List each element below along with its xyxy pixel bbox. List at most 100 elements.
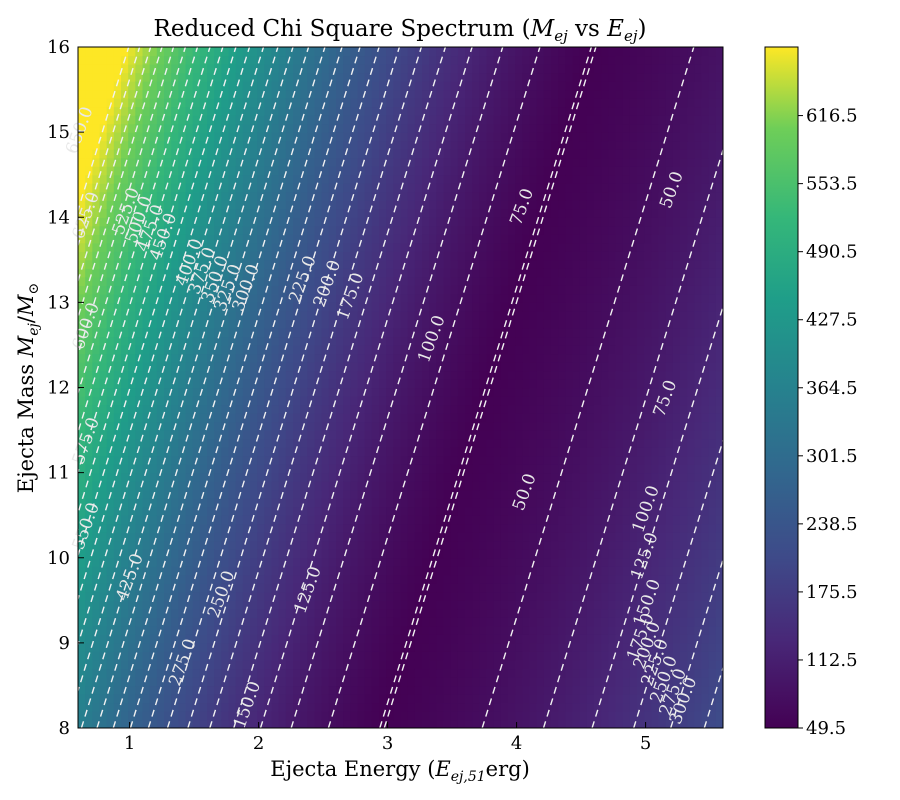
heatmap-cell [414, 140, 423, 150]
heatmap-cell [121, 234, 129, 244]
heatmap-cell [321, 523, 330, 533]
heatmap-cell [343, 140, 351, 150]
heatmap-cell [307, 166, 316, 176]
heatmap-cell [457, 327, 466, 338]
heatmap-cell [207, 319, 215, 329]
heatmap-cell [199, 81, 208, 91]
heatmap-cell [343, 242, 351, 252]
heatmap-cell [414, 455, 423, 465]
heatmap-cell [422, 702, 430, 712]
heatmap-cell [185, 81, 194, 91]
heatmap-cell [450, 157, 459, 167]
heatmap-cell [207, 617, 215, 627]
heatmap-cell [350, 413, 359, 423]
heatmap-cell [250, 115, 258, 125]
heatmap-cell [156, 72, 165, 82]
heatmap-cell [414, 98, 423, 108]
heatmap-cell [293, 387, 301, 397]
heatmap-cell [364, 174, 373, 184]
heatmap-cell [285, 361, 294, 372]
heatmap-cell [271, 319, 280, 329]
heatmap-cell [214, 693, 222, 704]
heatmap-cell [235, 115, 244, 125]
heatmap-cell [450, 421, 459, 431]
heatmap-cell [386, 600, 394, 610]
heatmap-cell [336, 336, 344, 346]
heatmap-cell [235, 515, 244, 525]
heatmap-cell [407, 396, 416, 406]
heatmap-cell [257, 523, 265, 533]
heatmap-cell [128, 285, 136, 295]
heatmap-cell [285, 123, 294, 133]
heatmap-cell [357, 302, 366, 312]
heatmap-cell [156, 549, 165, 559]
heatmap-cell [171, 81, 179, 91]
heatmap-cell [350, 464, 359, 474]
heatmap-cell [214, 268, 222, 278]
heatmap-cell [393, 55, 402, 65]
heatmap-cell [235, 174, 244, 184]
heatmap-cell [328, 506, 337, 516]
heatmap-cell [414, 651, 423, 661]
heatmap-cell [422, 438, 430, 448]
heatmap-cell [515, 157, 523, 167]
heatmap-cell [171, 608, 179, 618]
heatmap-cell [393, 234, 402, 244]
heatmap-cell [422, 583, 430, 593]
heatmap-cell [486, 549, 495, 559]
heatmap-cell [400, 302, 409, 312]
heatmap-cell [522, 532, 531, 542]
heatmap-cell [278, 591, 287, 601]
heatmap-cell [336, 642, 344, 652]
heatmap-cell [271, 566, 280, 576]
heatmap-cell [85, 498, 93, 508]
heatmap-cell [386, 174, 394, 184]
heatmap-cell [178, 421, 187, 431]
heatmap-cell [214, 702, 222, 712]
heatmap-cell [479, 617, 488, 627]
heatmap-cell [486, 387, 495, 397]
heatmap-cell [135, 225, 144, 235]
heatmap-cell [171, 702, 179, 712]
heatmap-cell [221, 208, 230, 218]
heatmap-cell [500, 123, 509, 133]
heatmap-cell [493, 642, 502, 652]
heatmap-cell [407, 447, 416, 457]
heatmap-cell [465, 566, 473, 576]
heatmap-cell [429, 489, 437, 499]
heatmap-cell [500, 617, 509, 627]
heatmap-cell [221, 566, 230, 576]
heatmap-cell [407, 464, 416, 474]
heatmap-cell [465, 225, 473, 235]
heatmap-cell [508, 268, 516, 278]
heatmap-cell [508, 515, 516, 525]
heatmap-cell [149, 634, 158, 644]
heatmap-cell [285, 498, 294, 508]
heatmap-cell [422, 506, 430, 516]
heatmap-cell [192, 251, 201, 261]
heatmap-cell [185, 302, 194, 312]
heatmap-cell [178, 600, 187, 610]
heatmap-cell [135, 464, 144, 474]
heatmap-cell [429, 549, 437, 559]
heatmap-cell [486, 489, 495, 499]
heatmap-cell [472, 353, 480, 363]
heatmap-cell [185, 47, 194, 57]
heatmap-cell [443, 98, 452, 108]
heatmap-cell [121, 268, 129, 278]
heatmap-cell [508, 566, 516, 576]
heatmap-cell [99, 532, 108, 542]
heatmap-cell [113, 676, 122, 687]
heatmap-cell [407, 336, 416, 346]
heatmap-cell [465, 132, 473, 142]
heatmap-cell [357, 251, 366, 261]
heatmap-cell [128, 600, 136, 610]
heatmap-cell [472, 361, 480, 372]
heatmap-cell [171, 208, 179, 218]
heatmap-cell [228, 336, 237, 346]
heatmap-cell [443, 157, 452, 167]
heatmap-cell [429, 217, 437, 227]
heatmap-cell [257, 693, 265, 704]
heatmap-cell [207, 234, 215, 244]
heatmap-cell [386, 625, 394, 635]
